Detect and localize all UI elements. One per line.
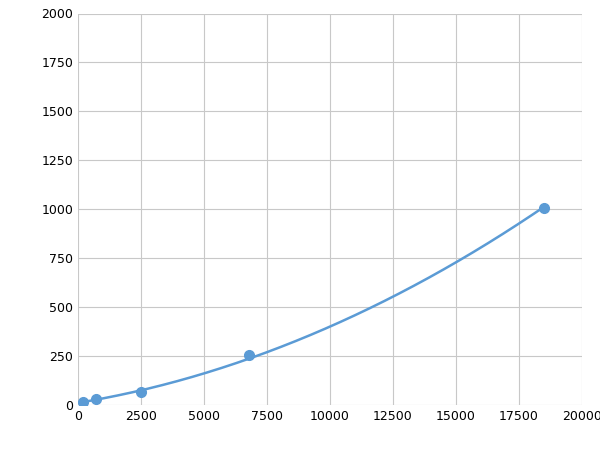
Point <box>136 389 146 396</box>
Point <box>539 205 549 212</box>
Point <box>78 398 88 405</box>
Point <box>91 396 100 403</box>
Point <box>245 351 254 359</box>
